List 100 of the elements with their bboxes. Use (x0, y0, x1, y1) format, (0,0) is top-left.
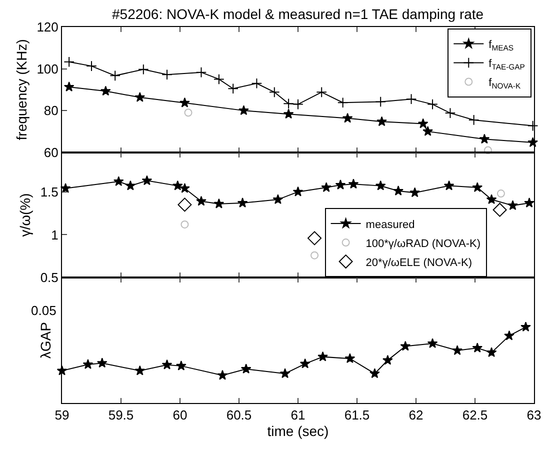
point (472, 182, 483, 192)
point (486, 347, 497, 358)
point (406, 94, 417, 104)
point (342, 112, 353, 123)
x-tick-label: 63 (526, 408, 542, 423)
point (180, 182, 190, 193)
y-axis-title: λGAP (38, 322, 54, 359)
legend-label: f$_{NOVA-K}$ (488, 77, 522, 90)
point (269, 86, 280, 98)
x-tick-label: 62 (408, 408, 424, 423)
legend-label: 20*γ/ωELE (NOVA-K) (366, 256, 472, 269)
point (508, 200, 518, 210)
point (96, 358, 108, 368)
point (348, 178, 359, 189)
x-tick-label: 60.5 (226, 408, 252, 423)
point (184, 108, 192, 117)
y-tick-label: 100 (36, 61, 58, 76)
legend-label: 100*γ/ωRAD (NOVA-K) (366, 238, 481, 250)
chart-title: #52206: NOVA-K model & measured n=1 TAE damping rate (112, 6, 484, 22)
y-axis-title: frequency (KHz) (13, 39, 30, 140)
point (479, 134, 490, 144)
y-tick-label: 0.5 (40, 270, 58, 286)
point (422, 126, 433, 136)
point (524, 198, 534, 208)
y-axis-title: γ/ω(%) (16, 193, 33, 237)
point (283, 108, 294, 119)
point (237, 198, 248, 208)
point (228, 83, 238, 94)
point (292, 98, 304, 110)
point (100, 86, 111, 96)
point (335, 180, 346, 190)
y-tick-label: 80 (44, 103, 58, 118)
point (393, 186, 404, 196)
point (375, 180, 386, 190)
point (308, 231, 322, 246)
point (492, 202, 507, 217)
point (316, 86, 327, 98)
point (344, 353, 356, 364)
y-tick-label: 120 (36, 20, 58, 35)
y-tick-label: 1.5 (40, 184, 58, 200)
point (125, 180, 136, 190)
point (162, 69, 172, 80)
point (214, 74, 224, 85)
point (180, 97, 190, 108)
point (472, 342, 483, 352)
point (138, 64, 149, 75)
point (418, 118, 428, 128)
point (176, 360, 186, 370)
point (134, 365, 146, 376)
point (400, 340, 411, 351)
point (410, 187, 420, 198)
point (240, 364, 252, 374)
text: 0.05 (31, 303, 56, 318)
point (527, 120, 538, 132)
point (280, 368, 290, 378)
point (238, 105, 249, 116)
point (162, 359, 172, 370)
x-tick-label: 59.5 (108, 408, 134, 423)
point (370, 368, 380, 378)
y-tick-label: 1 (51, 227, 58, 242)
point (196, 196, 206, 206)
point (318, 351, 328, 362)
point (64, 82, 74, 92)
point (113, 176, 124, 186)
point (82, 359, 94, 369)
point (427, 98, 438, 110)
point (217, 370, 228, 380)
point (196, 66, 207, 78)
point (172, 180, 183, 190)
point (427, 338, 438, 348)
point (486, 194, 497, 204)
point (504, 330, 514, 340)
x-tick-label: 61 (290, 408, 306, 423)
point (321, 182, 332, 192)
point (214, 198, 224, 208)
y-tick-label: 60 (44, 144, 58, 160)
point (60, 182, 71, 193)
point (484, 146, 492, 154)
point (292, 186, 304, 196)
x-tick-label: 59 (54, 408, 70, 423)
point (310, 251, 319, 260)
point (444, 180, 454, 190)
point (64, 56, 74, 68)
point (180, 220, 189, 228)
point (337, 97, 348, 108)
point (376, 116, 387, 126)
point (142, 175, 152, 186)
point (110, 70, 120, 82)
point (251, 78, 262, 89)
legend-label: measured (366, 218, 415, 231)
point (86, 60, 97, 72)
x-tick-label: 60 (172, 408, 188, 423)
point (272, 194, 284, 204)
point (382, 354, 393, 365)
point (375, 96, 386, 108)
x-tick-label: 61.5 (344, 408, 370, 423)
point (300, 358, 310, 368)
point (496, 190, 505, 198)
point (178, 198, 192, 212)
point (444, 108, 456, 118)
